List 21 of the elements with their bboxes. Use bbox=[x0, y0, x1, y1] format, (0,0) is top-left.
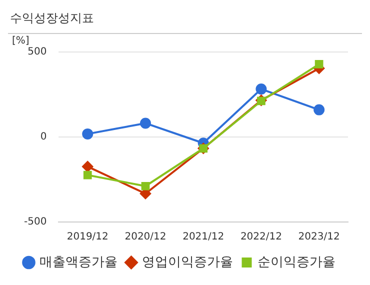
x-tick-label: 2019/12 bbox=[66, 232, 108, 243]
y-axis-title: [%] bbox=[12, 36, 30, 47]
point bbox=[256, 84, 267, 95]
point bbox=[141, 182, 150, 190]
point bbox=[314, 104, 325, 116]
point bbox=[314, 60, 324, 68]
legend-label: 매출액증가율 bbox=[39, 254, 118, 270]
legend-label: 영업이익증가율 bbox=[142, 254, 233, 270]
point bbox=[140, 118, 151, 129]
point bbox=[82, 161, 94, 172]
point bbox=[82, 128, 94, 140]
x-tick-label: 2023/12 bbox=[298, 232, 340, 243]
y-tick-label: 0 bbox=[40, 132, 47, 143]
y-tick-label: -500 bbox=[24, 216, 47, 228]
y-tick-label: 500 bbox=[28, 46, 47, 58]
x-tick-label: 2020/12 bbox=[124, 232, 166, 243]
legend-label: 순이익증가율 bbox=[257, 254, 336, 270]
x-tick-label: 2021/12 bbox=[182, 232, 224, 243]
point bbox=[83, 170, 92, 180]
x-tick-label: 2022/12 bbox=[240, 232, 282, 243]
chart-title: 수익성장성지표 bbox=[8, 8, 362, 34]
